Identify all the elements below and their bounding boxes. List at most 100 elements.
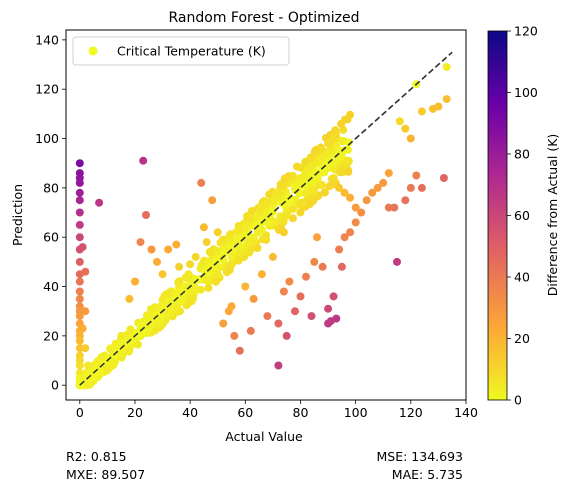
scatter-point xyxy=(220,249,229,258)
scatter-point xyxy=(75,277,84,286)
scatter-point xyxy=(253,244,262,252)
colorbar-tick-label: 80 xyxy=(514,147,530,162)
scatter-point xyxy=(95,198,104,207)
x-tick-label: 40 xyxy=(182,405,198,420)
scatter-point xyxy=(288,214,297,223)
scatter-point xyxy=(163,297,172,306)
scatter-point xyxy=(263,312,272,321)
scatter-point xyxy=(153,257,161,266)
r2-metric: R2: 0.815 xyxy=(66,449,127,464)
scatter-point xyxy=(324,139,333,148)
scatter-point xyxy=(81,307,90,316)
scatter-point xyxy=(346,228,355,237)
scatter-point xyxy=(270,217,279,226)
scatter-point xyxy=(247,244,256,253)
scatter-point xyxy=(384,169,393,178)
scatter-point xyxy=(289,204,298,213)
scatter-point xyxy=(173,305,182,314)
scatter-point xyxy=(296,201,305,210)
scatter-point xyxy=(406,134,415,143)
scatter-point xyxy=(197,178,206,187)
scatter-point xyxy=(335,245,344,254)
scatter-point xyxy=(139,156,148,165)
scatter-point xyxy=(164,245,173,254)
y-tick-label: 140 xyxy=(35,32,59,47)
scatter-point xyxy=(241,282,250,291)
y-axis-ticks: 0 20 40 60 80 100 120 140 xyxy=(35,32,66,393)
scatter-point xyxy=(225,235,234,244)
points-layer xyxy=(75,63,451,390)
y-tick-label: 40 xyxy=(43,279,59,294)
scatter-point xyxy=(308,152,317,161)
scatter-point xyxy=(202,238,211,247)
scatter-point xyxy=(395,117,404,126)
scatter-point xyxy=(235,346,244,355)
scatter-point xyxy=(84,361,93,370)
scatter-point xyxy=(368,188,377,197)
scatter-point xyxy=(125,347,134,356)
scatter-point xyxy=(373,183,382,192)
reference-line xyxy=(79,51,453,386)
y-tick-label: 0 xyxy=(51,378,59,393)
scatter-point xyxy=(138,327,147,336)
scatter-point xyxy=(234,256,243,265)
scatter-point xyxy=(116,349,125,358)
scatter-point xyxy=(147,245,156,254)
scatter-point xyxy=(307,186,316,195)
scatter-point xyxy=(362,196,371,205)
scatter-point xyxy=(335,183,344,192)
x-tick-label: 0 xyxy=(76,405,84,420)
scatter-point xyxy=(154,319,162,328)
scatter-point xyxy=(189,286,198,295)
scatter-point xyxy=(274,361,283,370)
legend: Critical Temperature (K) xyxy=(72,36,290,66)
scatter-point xyxy=(339,162,348,171)
scatter-point xyxy=(75,336,84,345)
scatter-point xyxy=(237,243,246,252)
scatter-point xyxy=(110,344,119,353)
y-tick-label: 100 xyxy=(35,131,59,146)
scatter-point xyxy=(151,326,159,335)
scatter-point xyxy=(89,371,98,380)
scatter-point xyxy=(340,188,349,197)
scatter-point xyxy=(318,154,327,163)
scatter-point xyxy=(213,270,222,279)
mse-metric: MSE: 134.693 xyxy=(376,449,464,464)
scatter-point xyxy=(248,238,257,247)
colorbar-ticks: 0 20 40 60 80 100 120 xyxy=(507,24,538,408)
scatter-point xyxy=(337,262,346,271)
scatter-point xyxy=(346,110,355,119)
colorbar-label: Difference from Actual (K) xyxy=(545,134,560,297)
scatter-point xyxy=(131,277,139,286)
scatter-point xyxy=(439,174,448,182)
scatter-point xyxy=(296,292,305,301)
y-tick-label: 20 xyxy=(43,328,59,343)
y-tick-label: 120 xyxy=(35,82,59,97)
scatter-point xyxy=(401,196,410,205)
scatter-point xyxy=(337,120,346,128)
scatter-point xyxy=(125,294,134,303)
x-tick-label: 20 xyxy=(127,405,143,420)
scatter-point xyxy=(178,296,187,304)
plot-frame xyxy=(65,29,467,401)
scatter-point xyxy=(296,163,305,172)
scatter-point xyxy=(230,331,239,340)
x-tick-label: 60 xyxy=(237,405,253,420)
scatter-point xyxy=(75,361,84,370)
y-tick-label: 80 xyxy=(43,180,59,195)
scatter-point xyxy=(136,238,145,247)
x-tick-label: 80 xyxy=(293,405,309,420)
scatter-point xyxy=(81,344,90,353)
x-tick-label: 100 xyxy=(344,405,368,420)
scatter-point xyxy=(75,188,84,197)
scatter-point xyxy=(75,257,84,266)
scatter-point xyxy=(75,208,84,217)
scatter-point xyxy=(277,198,286,207)
scatter-point xyxy=(75,344,84,353)
scatter-point xyxy=(335,146,344,155)
scatter-point xyxy=(78,324,87,333)
scatter-point xyxy=(311,145,320,154)
x-axis-label: Actual Value xyxy=(225,429,303,444)
scatter-point xyxy=(417,183,426,192)
scatter-point xyxy=(219,319,228,328)
